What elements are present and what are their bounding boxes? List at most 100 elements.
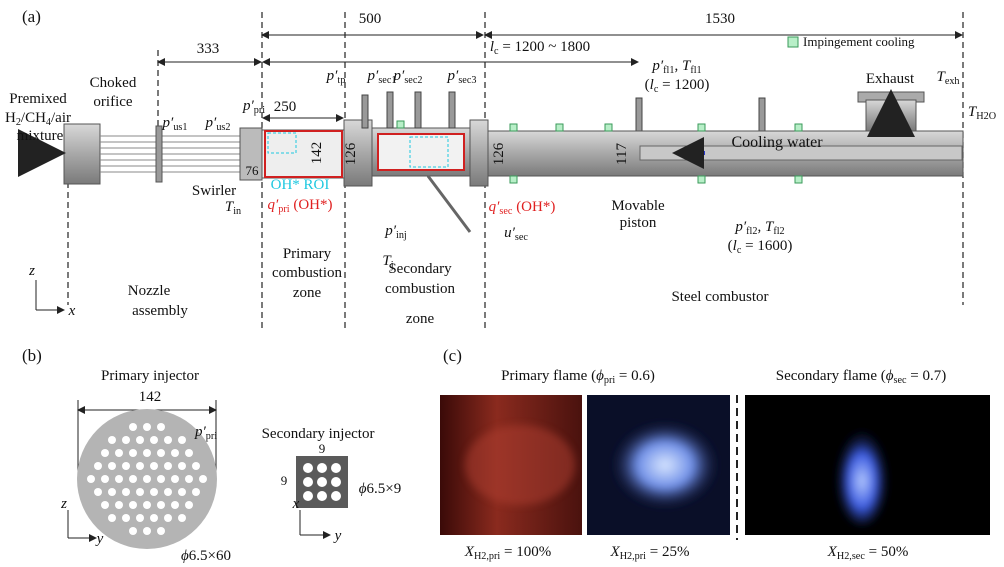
label-part: fl1 bbox=[690, 65, 701, 76]
label: p′sec3​ bbox=[447, 68, 477, 86]
label-part: pri bbox=[604, 375, 615, 386]
label: 333 bbox=[197, 41, 220, 57]
label-part: y bbox=[95, 531, 104, 547]
label-part: us1 bbox=[173, 122, 187, 133]
hole bbox=[157, 475, 165, 483]
label: H2​/CH4​/air bbox=[5, 110, 71, 128]
label: 117 bbox=[614, 143, 630, 165]
label: y bbox=[333, 528, 342, 544]
label: Steel combustor bbox=[671, 289, 768, 305]
label-part: OH* ROI bbox=[271, 177, 330, 193]
label-part: p′ bbox=[205, 115, 218, 131]
label-part: p′ bbox=[162, 115, 175, 131]
hole bbox=[143, 449, 151, 457]
hole bbox=[164, 514, 172, 522]
label-part: Movable bbox=[611, 198, 665, 214]
label-part: exh bbox=[945, 76, 960, 87]
label-part: z bbox=[28, 263, 35, 279]
label-part: Nozzle bbox=[128, 283, 171, 299]
label: (lc​ = 1200) bbox=[645, 77, 710, 95]
hole bbox=[143, 527, 151, 535]
label-part: p′ bbox=[242, 98, 255, 114]
label: u′sec​ bbox=[504, 225, 528, 243]
label: (lc​ = 1600) bbox=[728, 238, 793, 256]
hole bbox=[185, 449, 193, 457]
hole bbox=[122, 462, 130, 470]
label: q′pri​ (OH*) bbox=[267, 197, 332, 215]
label: ϕ6.5×9 bbox=[359, 481, 401, 497]
label-part: sec bbox=[515, 232, 528, 243]
label: Premixed bbox=[9, 91, 67, 107]
label-part: 142 bbox=[139, 389, 162, 405]
hole bbox=[129, 449, 137, 457]
label-part: (OH*) bbox=[512, 199, 555, 215]
label: p′us2​ bbox=[205, 115, 231, 133]
hole bbox=[87, 475, 95, 483]
hole bbox=[94, 462, 102, 470]
label: p′sec1​ bbox=[367, 68, 397, 86]
label-part: 6.5×9 bbox=[367, 481, 402, 497]
label-part: fl2 bbox=[773, 226, 784, 237]
hole bbox=[101, 501, 109, 509]
label-part: sec bbox=[893, 375, 906, 386]
label-part: 126 bbox=[491, 142, 507, 165]
label-part: Swirler bbox=[192, 183, 236, 199]
label-part: Steel combustor bbox=[671, 289, 768, 305]
label-part: = 1200 ~ 1800 bbox=[499, 39, 591, 55]
label: Texh​ bbox=[936, 69, 959, 87]
label-part: , bbox=[674, 58, 682, 74]
label: Tin​ bbox=[225, 199, 241, 217]
label: p′pri​ bbox=[242, 98, 265, 116]
label-part: 76 bbox=[246, 163, 260, 178]
hole bbox=[199, 475, 207, 483]
label-part: y bbox=[333, 528, 342, 544]
label-part: = 100% bbox=[500, 544, 551, 560]
label: piston bbox=[620, 215, 657, 231]
label-part: = 1600) bbox=[741, 238, 792, 254]
hole bbox=[185, 475, 193, 483]
label: 9 bbox=[319, 441, 326, 456]
label-part: Primary injector bbox=[101, 368, 199, 384]
label-part: 117 bbox=[614, 143, 630, 165]
hole bbox=[178, 488, 186, 496]
label-part: mixture bbox=[17, 128, 64, 144]
hole bbox=[129, 475, 137, 483]
label: assembly bbox=[132, 303, 188, 319]
hole bbox=[115, 449, 123, 457]
label-part: Primary flame ( bbox=[501, 368, 596, 384]
label-part: zone bbox=[406, 311, 435, 327]
label-part: /air bbox=[51, 110, 71, 126]
hole bbox=[164, 462, 172, 470]
label: 76 bbox=[246, 163, 260, 178]
label: (b) bbox=[22, 346, 42, 365]
label-part: p′ bbox=[367, 68, 380, 84]
label-part: q′ bbox=[489, 199, 501, 215]
label-part: 250 bbox=[274, 99, 297, 115]
label: mixture bbox=[17, 128, 64, 144]
figure: (a)3335001530lc​ = 1200 ~ 1800Impingemen… bbox=[0, 0, 1004, 567]
hole bbox=[108, 436, 116, 444]
label-part: = 50% bbox=[865, 544, 908, 560]
label: z bbox=[28, 263, 35, 279]
label-part: Secondary flame ( bbox=[776, 368, 886, 384]
hole bbox=[178, 436, 186, 444]
hole bbox=[143, 501, 151, 509]
label-part: p′ bbox=[326, 68, 339, 84]
label-part: , bbox=[757, 219, 765, 235]
label: Primary flame (ϕpri​ = 0.6) bbox=[501, 368, 655, 386]
hole bbox=[192, 488, 200, 496]
label-part: 333 bbox=[197, 41, 220, 57]
label-part: Choked bbox=[90, 75, 137, 91]
label: 500 bbox=[359, 11, 382, 27]
label: TH2O​ bbox=[968, 104, 996, 122]
label: p′fl2​, Tfl2​ bbox=[734, 219, 784, 237]
hole bbox=[150, 436, 158, 444]
label: p′sec2​ bbox=[393, 68, 423, 86]
hole bbox=[122, 514, 130, 522]
label: Nozzle bbox=[128, 283, 171, 299]
hole bbox=[108, 488, 116, 496]
hole bbox=[136, 488, 144, 496]
label-part: Impingement cooling bbox=[803, 34, 915, 49]
label-part: p′ bbox=[734, 219, 747, 235]
label: q′sec​ (OH*) bbox=[489, 199, 556, 217]
